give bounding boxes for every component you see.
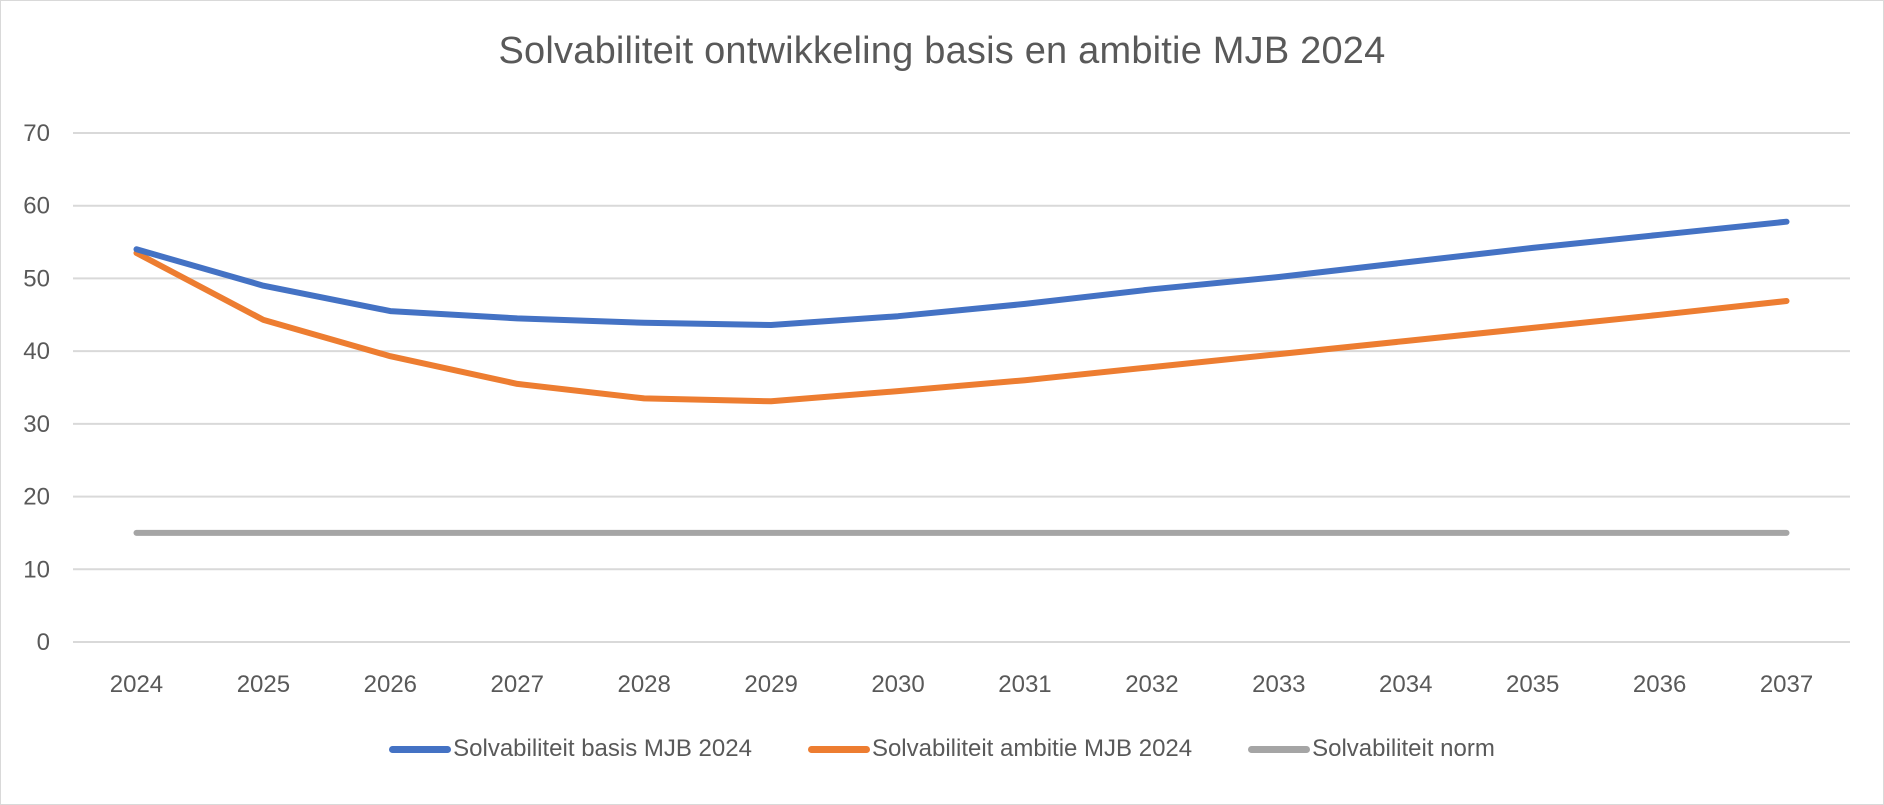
legend-swatch-norm	[1248, 745, 1311, 753]
x-tick-label: 2029	[744, 671, 797, 698]
x-tick-label: 2032	[1125, 671, 1178, 698]
legend: Solvabiliteit basis MJB 2024 Solvabilite…	[0, 735, 1884, 763]
series-lines	[133, 218, 1790, 536]
chart-title: Solvabiliteit ontwikkeling basis en ambi…	[498, 30, 1386, 72]
x-tick-label: 2025	[237, 671, 290, 698]
x-tick-label: 2026	[364, 671, 417, 698]
x-tick-label: 2028	[617, 671, 670, 698]
y-tick-label: 10	[23, 556, 50, 583]
legend-item-basis: Solvabiliteit basis MJB 2024	[389, 735, 752, 763]
x-tick-label: 2034	[1379, 671, 1432, 698]
legend-label-ambitie: Solvabiliteit ambitie MJB 2024	[871, 735, 1193, 762]
x-tick-label: 2037	[1760, 671, 1813, 698]
x-tick-label: 2033	[1252, 671, 1305, 698]
series-line-ambitie	[133, 250, 1790, 405]
legend-item-ambitie: Solvabiliteit ambitie MJB 2024	[807, 735, 1193, 763]
y-axis-ticks: 0 10 20 30 40 50 60 70	[23, 120, 50, 656]
y-tick-label: 0	[37, 629, 50, 656]
legend-label-norm: Solvabiliteit norm	[1312, 735, 1495, 762]
y-tick-label: 60	[23, 193, 50, 220]
x-tick-label: 2027	[491, 671, 544, 698]
gridlines	[73, 132, 1850, 643]
legend-swatch-ambitie	[807, 745, 870, 753]
legend-swatch-basis	[389, 745, 452, 753]
x-tick-label: 2036	[1633, 671, 1686, 698]
series-line-basis	[133, 218, 1790, 328]
x-axis-ticks: 2024 2025 2026 2027 2028 2029 2030 2031 2032 2033…	[110, 671, 1813, 698]
y-tick-label: 20	[23, 484, 50, 511]
y-tick-label: 30	[23, 411, 50, 438]
x-tick-label: 2024	[110, 671, 163, 698]
y-tick-label: 50	[23, 265, 50, 292]
y-tick-label: 70	[23, 120, 50, 147]
x-tick-label: 2031	[998, 671, 1051, 698]
legend-label-basis: Solvabiliteit basis MJB 2024	[453, 735, 752, 762]
legend-item-norm: Solvabiliteit norm	[1248, 735, 1495, 763]
y-tick-label: 40	[23, 338, 50, 365]
x-tick-label: 2030	[871, 671, 924, 698]
x-tick-label: 2035	[1506, 671, 1559, 698]
